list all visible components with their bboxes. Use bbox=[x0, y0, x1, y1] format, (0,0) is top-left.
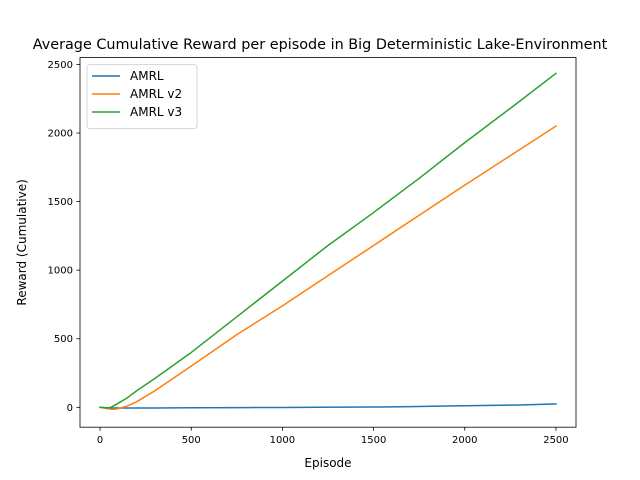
plot-frame bbox=[79, 57, 577, 428]
x-tick-label: 0 bbox=[97, 435, 103, 446]
series-line-3 bbox=[99, 72, 557, 409]
y-tick-label: 1500 bbox=[48, 197, 73, 208]
series-line-1 bbox=[99, 403, 557, 409]
y-tick-label: 2500 bbox=[48, 60, 73, 71]
series-line-2 bbox=[99, 125, 557, 411]
plot-area bbox=[99, 72, 557, 411]
y-tick-label: 2000 bbox=[48, 129, 73, 140]
chart-title: Average Cumulative Reward per episode in… bbox=[33, 37, 608, 53]
y-tick-label: 1000 bbox=[48, 266, 73, 277]
legend: AMRL AMRL v2 AMRL v3 bbox=[86, 64, 198, 129]
y-tick-label: 0 bbox=[67, 403, 73, 414]
x-axis-label: Episode bbox=[304, 456, 351, 470]
y-tick-label: 500 bbox=[54, 334, 73, 345]
x-tick-label: 2000 bbox=[452, 435, 477, 446]
y-axis-label: Reward (Cumulative) bbox=[15, 179, 29, 305]
legend-label: AMRL v3 bbox=[130, 105, 182, 119]
x-tick-label: 500 bbox=[182, 435, 201, 446]
y-axis-ticks: 0 500 1000 1500 2000 2500 bbox=[48, 60, 80, 414]
x-axis-ticks: 0 500 1000 1500 2000 2500 bbox=[97, 427, 569, 446]
x-tick-label: 1000 bbox=[270, 435, 295, 446]
legend-label: AMRL v2 bbox=[130, 87, 182, 101]
x-tick-label: 1500 bbox=[361, 435, 386, 446]
legend-label: AMRL bbox=[130, 69, 164, 83]
x-tick-label: 2500 bbox=[543, 435, 568, 446]
